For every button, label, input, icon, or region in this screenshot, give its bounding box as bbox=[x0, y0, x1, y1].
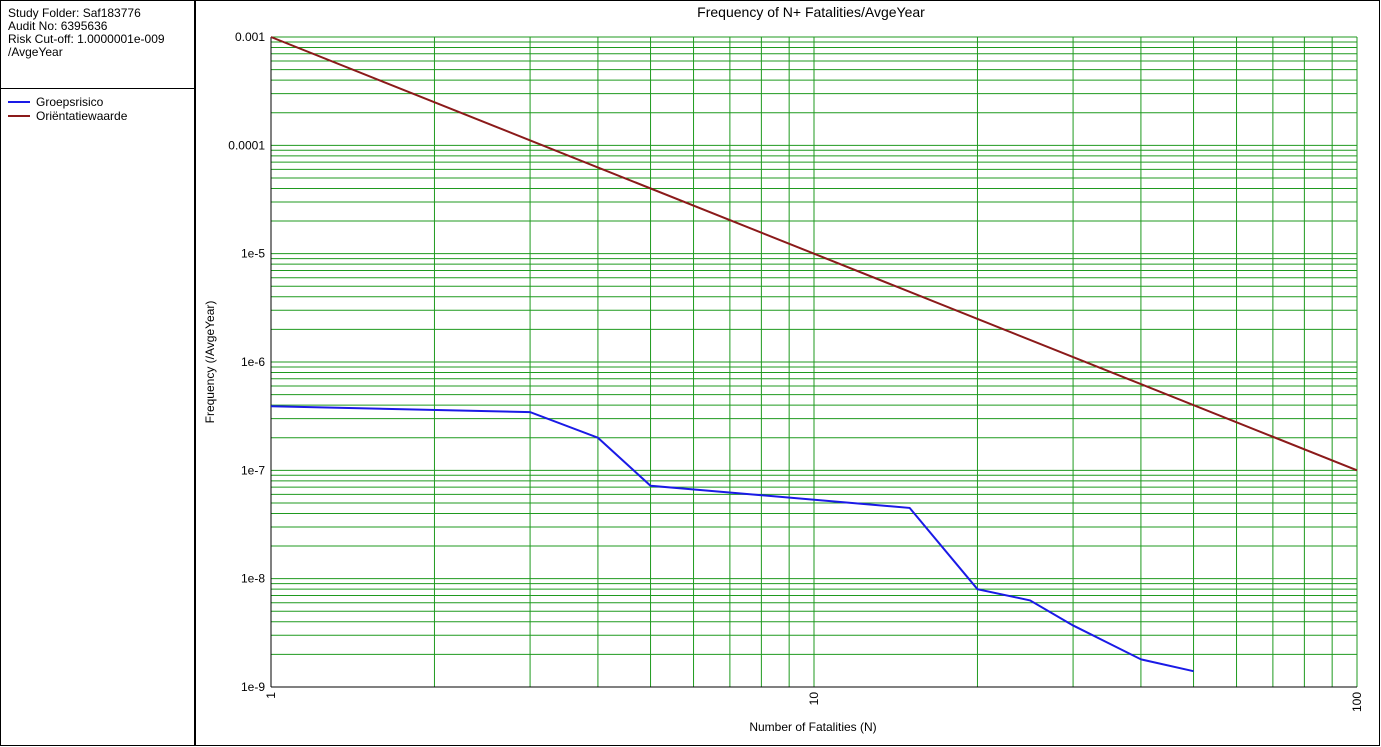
x-tick-label: 100 bbox=[1350, 692, 1364, 712]
info-line: /AvgeYear bbox=[8, 45, 63, 59]
y-tick-label: 1e-6 bbox=[241, 355, 265, 369]
legend-label: Oriëntatiewaarde bbox=[36, 109, 128, 123]
info-line: Risk Cut-off: 1.0000001e-009 bbox=[8, 32, 165, 46]
x-axis-label: Number of Fatalities (N) bbox=[749, 720, 876, 734]
x-tick-label: 10 bbox=[807, 692, 821, 706]
info-line: Study Folder: Saf183776 bbox=[8, 6, 141, 20]
y-axis-label: Frequency (/AvgeYear) bbox=[203, 301, 217, 424]
y-tick-label: 1e-9 bbox=[241, 680, 265, 694]
side-panel bbox=[0, 0, 195, 746]
y-tick-label: 0.001 bbox=[235, 30, 265, 44]
info-line: Audit No: 6395636 bbox=[8, 19, 108, 33]
data-line bbox=[270, 36, 1358, 472]
y-tick-label: 0.0001 bbox=[228, 138, 265, 152]
chart-title: Frequency of N+ Fatalities/AvgeYear bbox=[697, 4, 925, 20]
y-tick-label: 1e-8 bbox=[241, 572, 265, 586]
y-tick-label: 1e-7 bbox=[241, 463, 265, 477]
y-tick-label: 1e-5 bbox=[241, 247, 265, 261]
data-line bbox=[270, 405, 1194, 673]
x-tick-label: 1 bbox=[264, 692, 278, 699]
legend-label: Groepsrisico bbox=[36, 95, 104, 109]
